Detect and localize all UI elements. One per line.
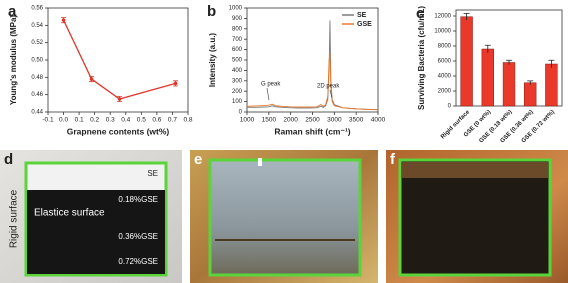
panel-label: a [8, 3, 17, 20]
data-point [117, 97, 122, 101]
bar [524, 82, 537, 107]
legend-label: GSE [357, 21, 372, 28]
legend-label: SE [357, 12, 367, 19]
bar [545, 63, 558, 107]
annotation-arrow [329, 89, 333, 99]
x-axis-label: Grapnene contents (wt%) [67, 126, 170, 136]
y-tick-label: 0.46 [31, 92, 43, 98]
bar [502, 62, 516, 107]
error-bar [506, 59, 512, 65]
y-tick-label: 800 [232, 26, 243, 32]
y-tick-label: 0 [239, 110, 243, 116]
y-axis-label: Intensity (a.u.) [208, 33, 217, 88]
x-axis-label: Raman shift (cm⁻¹) [274, 126, 350, 136]
y-tick-label: 0.50 [31, 58, 43, 64]
y-tick-label: 0.44 [31, 110, 43, 116]
x-tick-label: 0.5 [137, 117, 146, 124]
data-line [247, 20, 379, 111]
x-tick-label: 0.0 [59, 117, 68, 124]
bar [460, 16, 473, 107]
x-tick-label: 3000 [327, 117, 342, 124]
y-tick-label: 100 [232, 99, 243, 105]
x-tick-label: 0.8 [183, 117, 192, 124]
data-point [173, 81, 178, 86]
x-tick-label: 0.4 [121, 117, 130, 124]
x-tick-label: 0.1 [75, 117, 84, 124]
y-tick-label: 12000 [434, 14, 451, 20]
x-tick-label: 0.6 [152, 117, 161, 124]
y-tick-label: 0 [448, 104, 452, 110]
data-line [246, 53, 379, 111]
photo-d [0, 150, 182, 283]
y-tick-label: 600 [232, 47, 243, 53]
y-tick-label: 1000 [229, 6, 243, 12]
x-tick-label: -0.1 [42, 117, 54, 124]
x-tick-label: 3500 [349, 117, 364, 124]
x-tick-label: 1000 [240, 117, 255, 124]
error-bar [463, 12, 470, 21]
y-tick-label: 0.52 [31, 40, 43, 46]
y-tick-label: 300 [232, 78, 243, 84]
y-tick-label: 10000 [434, 29, 451, 35]
y-axis-label: Young's modulus (MPa) [9, 15, 18, 106]
x-tick-label: 1500 [262, 117, 277, 124]
annotation-arrow [266, 87, 270, 101]
y-tick-label: 4000 [438, 74, 452, 80]
photo-f [386, 150, 568, 283]
annotation: 2D peak [317, 84, 340, 90]
x-tick-label: 4000 [371, 117, 386, 124]
x-tick-label: 2500 [305, 117, 320, 124]
annotation: G peak [261, 82, 281, 88]
y-tick-label: 400 [232, 68, 243, 74]
y-tick-label: 0.56 [31, 6, 43, 12]
y-tick-label: 700 [232, 37, 243, 43]
error-bar [548, 59, 555, 68]
error-bar [527, 80, 534, 85]
data-point [61, 18, 66, 22]
side-label: Rigid surface [9, 189, 20, 248]
y-tick-label: 0.54 [31, 23, 43, 29]
x-tick-label: 0.3 [106, 117, 115, 124]
photo-label: 0.36%GSE [118, 232, 158, 241]
y-tick-label: 0.48 [31, 75, 43, 81]
x-tick-label: 0.2 [90, 117, 99, 124]
photo-label: Elastice surface [34, 208, 105, 219]
panel-label: c [416, 5, 424, 22]
panel-label: d [4, 151, 13, 168]
y-tick-label: 6000 [438, 59, 452, 65]
y-tick-label: 2000 [438, 89, 452, 95]
y-tick-label: 900 [232, 16, 243, 22]
error-bar [484, 44, 491, 53]
y-tick-label: 500 [232, 58, 243, 64]
panel-label: e [194, 151, 202, 168]
y-tick-label: 8000 [438, 44, 452, 50]
photo-label: 0.72%GSE [118, 257, 158, 266]
data-line [62, 19, 176, 100]
bar [481, 48, 494, 107]
photo-e [190, 150, 378, 283]
panel-label: b [207, 3, 216, 20]
photo-label: SE [147, 169, 158, 178]
data-point [89, 77, 94, 81]
y-axis-label: Surviving Bacteria (cfu/mL) [417, 6, 426, 110]
x-tick-label: 2000 [283, 117, 298, 124]
panel-label: f [390, 151, 396, 168]
x-tick-label: 0.7 [168, 117, 177, 124]
photo-label: 0.18%GSE [118, 195, 158, 204]
y-tick-label: 200 [232, 89, 243, 95]
